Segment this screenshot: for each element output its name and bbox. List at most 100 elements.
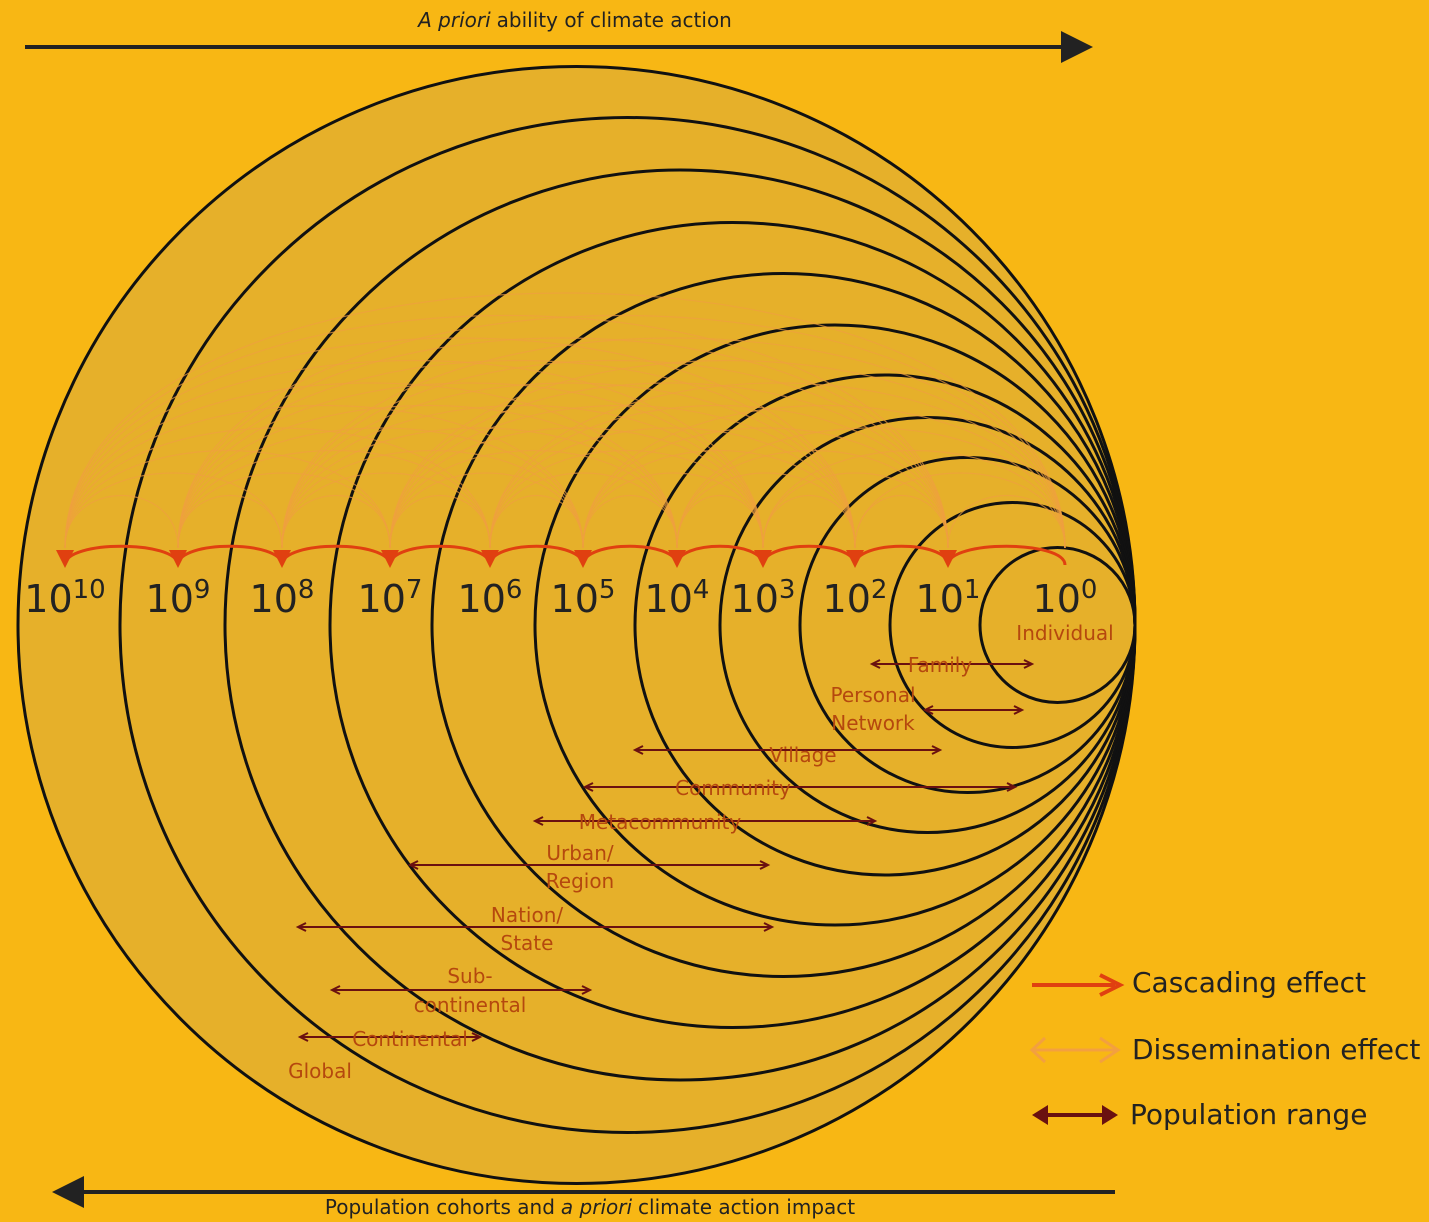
dissemination-arc: [64, 494, 179, 549]
range-label: State: [501, 931, 554, 955]
dissemination-arc: [489, 427, 856, 549]
dissemination-arc: [177, 427, 584, 549]
range-ends: [295, 922, 775, 932]
scale-exponent: 10: [73, 575, 106, 605]
scale-label: 108: [250, 575, 315, 621]
scale-base: 10: [1033, 577, 1081, 621]
range-ends: [632, 745, 943, 755]
dissemination-arc: [582, 404, 1066, 549]
cohort-circle: [16, 65, 1137, 1185]
range-label: Network: [831, 711, 915, 735]
scale-label: 107: [358, 575, 423, 621]
cohort-circle: [978, 546, 1137, 704]
scale-exponent: 9: [194, 575, 211, 605]
dissemination-arc: [676, 427, 1066, 549]
scale-exponent: 6: [506, 575, 523, 605]
scale-exponent: 7: [406, 575, 423, 605]
dissemination-arc: [64, 427, 491, 549]
range-ends: [582, 782, 1018, 792]
scale-base: 10: [731, 577, 779, 621]
dissemination-arc: [389, 449, 678, 549]
dissemination-arc: [762, 449, 1066, 549]
population-ranges: Family Personal Network Village Community Met…: [288, 653, 1035, 1083]
dissemination-arc: [64, 337, 856, 549]
range-ends: [922, 705, 1025, 715]
scale-base: 10: [916, 577, 964, 621]
effect-arcs: [56, 292, 1067, 568]
range-ends: [297, 1032, 483, 1042]
dissemination-arc: [281, 494, 391, 549]
dissemination-arc: [64, 315, 949, 549]
scale-base: 10: [24, 577, 72, 621]
scale-exponent: 0: [1081, 575, 1098, 605]
scale-label: 106: [458, 575, 523, 621]
dissemination-arc: [177, 315, 1066, 549]
scale-base: 10: [250, 577, 298, 621]
scale-base: 10: [823, 577, 871, 621]
dissemination-arc: [281, 472, 491, 549]
range-label: Village: [769, 743, 836, 767]
scale-base: 10: [358, 577, 406, 621]
dissemination-arc: [489, 382, 1066, 549]
scale-exponent: 3: [779, 575, 796, 605]
scale-label: 104: [645, 575, 710, 621]
scale-base: 10: [645, 577, 693, 621]
legend-cascading-head: [1099, 973, 1125, 997]
top-axis-label: A priori ability of climate action: [416, 8, 732, 32]
dissemination-arc: [281, 382, 856, 549]
range-label: continental: [414, 993, 527, 1017]
legend-dissemination-head: [1029, 1036, 1121, 1064]
dissemination-arc: [177, 360, 856, 549]
scale-exponent: 8: [298, 575, 315, 605]
scale-exponent: 1: [964, 575, 981, 605]
scale-label: 102: [823, 575, 888, 621]
dissemination-arc: [762, 472, 949, 549]
dissemination-arc: [64, 360, 764, 549]
dissemination-arc: [389, 382, 949, 549]
dissemination-arc: [64, 404, 584, 549]
dissemination-arc: [64, 292, 1066, 549]
dissemination-arc: [177, 382, 764, 549]
dissemination-arc: [64, 382, 678, 549]
dissemination-arc: [281, 360, 949, 549]
scale-labels: 1010 109 108 107 106 105 104 103 102 101 100: [24, 575, 1097, 621]
range-label: Personal: [830, 683, 915, 707]
dissemination-arc: [389, 427, 764, 549]
range-ends: [329, 985, 593, 995]
range-label: Urban/: [546, 841, 613, 865]
dissemination-arc: [177, 337, 949, 549]
dissemination-arc: [489, 405, 949, 549]
range-label: Family: [908, 653, 973, 677]
range-label: Community: [675, 776, 791, 800]
scale-label: 109: [146, 575, 211, 621]
range-label: Region: [546, 869, 614, 893]
range-ends: [407, 860, 771, 870]
dissemination-arc: [281, 337, 1066, 549]
legend-label: Cascading effect: [1132, 966, 1366, 999]
dissemination-arc: [389, 360, 1066, 549]
range-ends: [532, 816, 878, 826]
scale-base: 10: [146, 577, 194, 621]
legend-label: Population range: [1130, 1098, 1367, 1131]
dissemination-arc: [489, 449, 764, 549]
scale-label: 105: [551, 575, 616, 621]
dissemination-arc: [177, 472, 391, 549]
dissemination-arc: [582, 449, 856, 549]
scale-exponent: 5: [599, 575, 616, 605]
scale-exponent: 4: [693, 575, 710, 605]
cohort-circles: [16, 65, 1137, 1185]
dissemination-arc: [854, 472, 1066, 549]
range-label: Continental: [352, 1027, 468, 1051]
dissemination-arc: [489, 472, 678, 549]
cascading-arc: [939, 544, 1067, 568]
scale-label: 1010: [24, 575, 105, 621]
individual-label: Individual: [1016, 621, 1113, 645]
range-label: Sub-: [447, 964, 492, 988]
scale-label: 103: [731, 575, 796, 621]
dissemination-arc: [676, 472, 856, 549]
dissemination-arc: [177, 404, 678, 549]
scale-label: 101: [916, 575, 981, 621]
dissemination-arc: [281, 427, 678, 549]
range-label: Metacommunity: [579, 810, 742, 834]
